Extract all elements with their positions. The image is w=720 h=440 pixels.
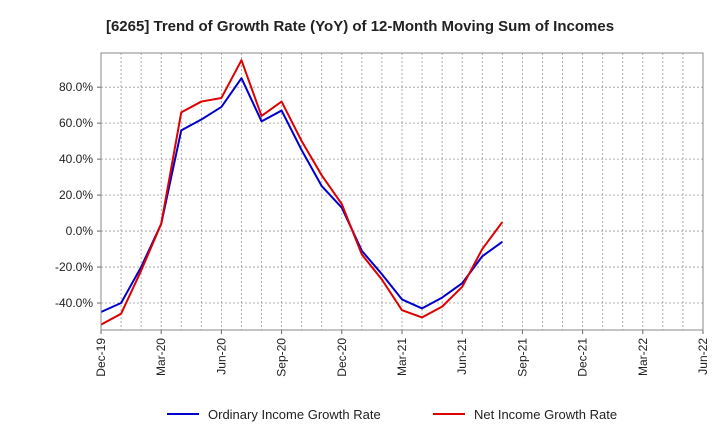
- legend: Ordinary Income Growth Rate Net Income Gr…: [167, 407, 617, 422]
- series-line-1: [100, 77, 503, 313]
- x-tick-label: Mar-21: [395, 338, 409, 376]
- y-tick-label: -40.0%: [55, 296, 93, 310]
- legend-label: Ordinary Income Growth Rate: [208, 407, 381, 422]
- x-tick-label: Jun-22: [696, 338, 710, 375]
- plot-frame: [100, 52, 704, 331]
- y-tick-label: -20.0%: [55, 260, 93, 274]
- y-tick-label: 40.0%: [59, 152, 93, 166]
- x-tick-label: Dec-20: [335, 338, 349, 377]
- x-tick-label: Sep-21: [515, 338, 529, 377]
- legend-label: Net Income Growth Rate: [474, 407, 617, 422]
- x-tick-label: Sep-20: [275, 338, 289, 377]
- x-tick-label: Dec-21: [576, 338, 590, 377]
- x-tick-label: Jun-21: [455, 338, 469, 375]
- x-tick-label: Mar-22: [636, 338, 650, 376]
- grid: [101, 53, 703, 330]
- x-tick-label: Jun-20: [214, 338, 228, 375]
- y-tick-label: 20.0%: [59, 188, 93, 202]
- y-tick-label: 80.0%: [59, 80, 93, 94]
- y-tick-label: 0.0%: [66, 224, 94, 238]
- x-axis-ticks: Dec-19 Mar-20 Jun-20 Sep-20 Dec-20 Mar-21 Jun-…: [94, 330, 710, 377]
- x-tick-label: Dec-19: [94, 338, 108, 377]
- series-line-2: [100, 59, 504, 326]
- y-axis-ticks: 80.0% 60.0% 40.0% 20.0% 0.0% -20.0% -40.0%: [55, 80, 101, 310]
- series-lines: [100, 59, 504, 326]
- x-tick-label: Mar-20: [154, 338, 168, 376]
- y-tick-label: 60.0%: [59, 116, 93, 130]
- chart-title: [6265] Trend of Growth Rate (YoY) of 12-…: [106, 18, 614, 35]
